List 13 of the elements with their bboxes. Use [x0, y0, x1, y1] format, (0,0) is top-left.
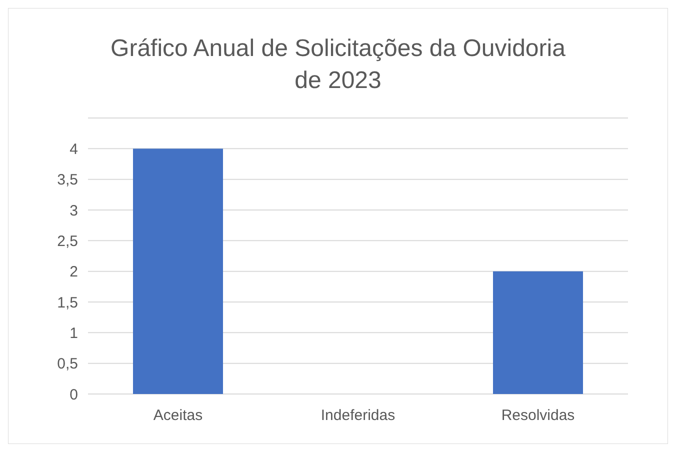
y-tick-label: 1,5: [57, 294, 78, 312]
y-tick-label: 3: [70, 202, 78, 220]
x-tick-label: Aceitas: [153, 407, 203, 424]
y-tick-label: 1: [70, 324, 78, 342]
y-tick-label: 0: [70, 386, 78, 404]
y-tick-label: 4: [70, 140, 78, 158]
y-tick-label: 2,5: [57, 232, 78, 250]
chart-title: Gráfico Anual de Solicitações da Ouvidoria de 2023: [110, 35, 566, 94]
y-tick-label: 0,5: [57, 356, 78, 373]
y-tick-label: 2: [70, 264, 78, 281]
y-tick-label: 3,5: [57, 172, 78, 189]
x-tick-label: Resolvidas: [501, 407, 575, 424]
x-tick-label: Indeferidas: [320, 407, 396, 424]
